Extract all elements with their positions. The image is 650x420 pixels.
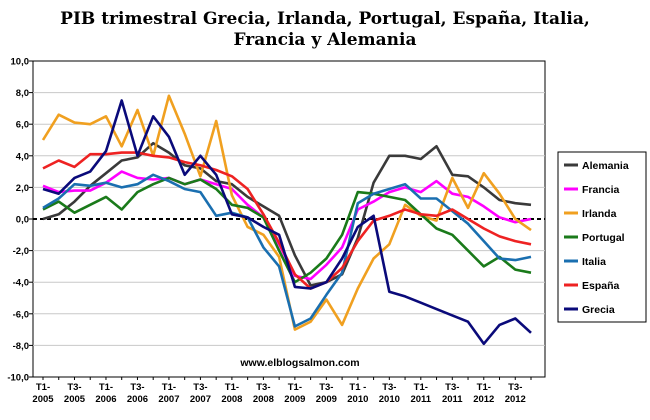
- chart-title-line-2: Francia y Alemania: [234, 30, 417, 50]
- watermark: www.elblogsalmon.com: [239, 357, 359, 369]
- x-tick-label: T3-: [508, 382, 522, 393]
- legend-label: Italia: [582, 256, 606, 268]
- grid-lines: [33, 92, 545, 346]
- y-tick-label: 4,0: [16, 151, 29, 162]
- x-tick-label: T1-: [99, 382, 113, 393]
- x-tick-label: T3-: [382, 382, 396, 393]
- x-tick-label: T1-: [36, 382, 50, 393]
- x-tick-label: T1-: [162, 382, 176, 393]
- x-axis: T1-2005T3-2005T1-2006T3-2006T1-2007T3-20…: [32, 377, 532, 405]
- x-tick-label: 2007: [190, 394, 211, 405]
- series-lines: [41, 94, 532, 346]
- series-line-portugal: [42, 176, 532, 284]
- legend-label: Alemania: [582, 160, 629, 172]
- y-tick-label: 0,0: [16, 215, 29, 226]
- x-tick-label: 2005: [64, 394, 86, 405]
- y-tick-label: -10,0: [7, 373, 29, 384]
- y-tick-label: 8,0: [16, 88, 29, 99]
- x-tick-label: 2011: [442, 394, 463, 405]
- x-tick-label: T3-: [445, 382, 459, 393]
- x-tick-label: 2006: [127, 394, 148, 405]
- x-tick-label: 2009: [316, 394, 337, 405]
- x-tick-label: 2010: [347, 394, 368, 405]
- x-tick-label: T3-: [67, 382, 81, 393]
- chart-title-line-1: PIB trimestral Grecia, Irlanda, Portugal…: [60, 9, 590, 29]
- y-axis: 10,0 8,0 6,0 4,0 2,0 0,0 -2,0 -4,0 -6,0 -8,0 -10,0: [7, 57, 33, 384]
- x-tick-label: 2008: [221, 394, 242, 405]
- y-tick-label: 6,0: [16, 120, 29, 131]
- x-tick-label: T3-: [319, 382, 333, 393]
- x-tick-label: 2012: [505, 394, 526, 405]
- x-tick-label: 2007: [158, 394, 179, 405]
- legend-label: Grecia: [582, 304, 615, 316]
- x-tick-label: T3-: [193, 382, 207, 393]
- x-tick-label: 2009: [284, 394, 305, 405]
- legend-label: Francia: [582, 184, 620, 196]
- x-tick-label: 2010: [379, 394, 400, 405]
- legend: Alemania Francia Irlanda Portugal Italia Espa…: [557, 151, 647, 323]
- x-tick-label: 2012: [473, 394, 494, 405]
- legend-label: Portugal: [582, 232, 625, 244]
- x-tick-label: T1-: [288, 382, 302, 393]
- y-tick-label: -8,0: [13, 341, 29, 352]
- y-tick-label: 2,0: [16, 183, 29, 194]
- y-tick-label: 10,0: [11, 57, 30, 68]
- x-tick-label: T1-: [477, 382, 491, 393]
- x-tick-label: 2008: [253, 394, 274, 405]
- x-tick-label: 2011: [410, 394, 431, 405]
- y-tick-label: -4,0: [13, 278, 29, 289]
- y-tick-label: -6,0: [13, 309, 29, 320]
- series-line-italia: [42, 173, 532, 328]
- series-line-alemania: [42, 141, 532, 287]
- x-tick-label: 2005: [32, 394, 54, 405]
- x-tick-label: T1 -: [349, 382, 366, 393]
- legend-label: Irlanda: [582, 208, 617, 220]
- series-line-grecia: [42, 99, 532, 346]
- y-tick-label: -2,0: [13, 246, 29, 257]
- x-tick-label: T1-: [225, 382, 239, 393]
- x-tick-label: T3-: [256, 382, 270, 393]
- x-tick-label: 2006: [95, 394, 116, 405]
- legend-label: España: [582, 280, 620, 292]
- x-tick-label: T1-: [414, 382, 428, 393]
- x-tick-label: T3-: [130, 382, 144, 393]
